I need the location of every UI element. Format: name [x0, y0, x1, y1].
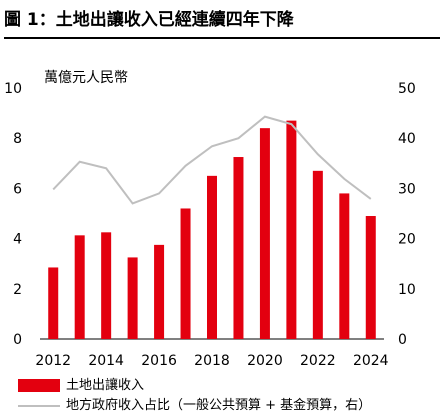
- y-left-tick-label: 6: [13, 181, 22, 197]
- legend-label-line: 地方政府收入占比（一般公共預算 + 基金預算，右）: [66, 398, 372, 413]
- bar: [259, 128, 270, 339]
- legend-swatch-bar: [18, 379, 60, 392]
- x-tick-label: 2022: [300, 353, 336, 369]
- y-right-tick-label: 50: [398, 81, 416, 97]
- chart-title-text: 圖 1：土地出讓收入已經連續四年下降: [4, 10, 294, 30]
- legend-item-line: 地方政府收入占比（一般公共預算 + 基金預算，右）: [18, 394, 371, 413]
- y-left-tick-label: 2: [13, 282, 22, 298]
- y-left-tick-label: 8: [13, 131, 22, 147]
- bar: [154, 244, 165, 339]
- x-tick-label: 2024: [353, 353, 389, 369]
- x-tick-label: 2014: [88, 353, 124, 369]
- bar: [48, 267, 59, 339]
- y-right-tick-label: 30: [398, 181, 416, 197]
- series-line: [52, 115, 372, 205]
- bar: [207, 175, 217, 339]
- legend-item-bars: 土地出讓收入: [18, 374, 144, 393]
- bar: [339, 193, 350, 339]
- bar: [127, 257, 138, 339]
- x-tick-label: 2016: [141, 353, 177, 369]
- x-tick-label: 2020: [247, 353, 283, 369]
- y-right-tick-label: 40: [398, 131, 416, 147]
- bar: [286, 120, 297, 339]
- bar: [74, 235, 85, 339]
- bar: [312, 170, 323, 339]
- bar: [101, 232, 112, 339]
- bar: [233, 157, 244, 339]
- title-rule: [4, 37, 440, 39]
- y-left-tick-label: 4: [13, 232, 22, 248]
- y-left-tick-label: 10: [4, 81, 22, 97]
- unit-label: 萬億元人民幣: [44, 70, 128, 86]
- bar: [180, 208, 191, 339]
- y-left-tick-label: 0: [13, 332, 22, 348]
- x-tick-label: 2018: [194, 353, 230, 369]
- y-right-tick-label: 10: [398, 282, 416, 298]
- chart-title: 圖 1：土地出讓收入已經連續四年下降: [4, 5, 440, 39]
- legend-swatch-line: [18, 404, 60, 407]
- legend-label-bars: 土地出讓收入: [66, 378, 145, 393]
- bar: [365, 216, 376, 339]
- y-right-tick-label: 0: [398, 332, 407, 348]
- y-right-tick-label: 20: [398, 232, 416, 248]
- x-tick-label: 2012: [35, 353, 71, 369]
